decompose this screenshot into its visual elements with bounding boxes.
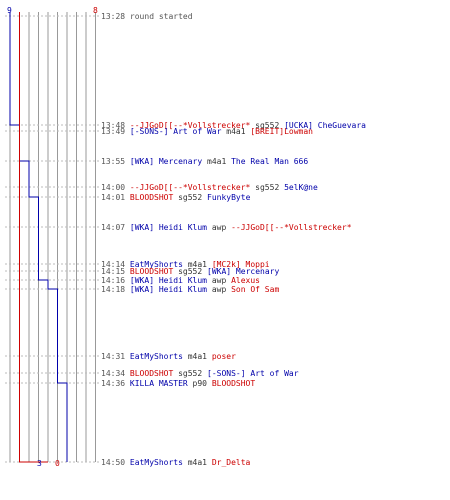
weapon-name: p90 bbox=[192, 379, 207, 388]
event-row: 14:01 BLOODSHOT sg552 FunkyByte bbox=[101, 193, 250, 202]
event-time: 14:50 bbox=[101, 458, 126, 467]
event-time: 13:55 bbox=[101, 157, 126, 166]
event-time: 14:00 bbox=[101, 183, 126, 192]
killer-name: BLOODSHOT bbox=[129, 369, 174, 378]
event-row: 13:48 --JJGoD[[--*Vollstrecker* sg552 [U… bbox=[101, 121, 366, 130]
blue-start-count: 9 bbox=[7, 6, 12, 15]
kill-timeline-chart: 9 8 3 0 bbox=[5, 6, 100, 468]
killer-name: BLOODSHOT bbox=[129, 193, 174, 202]
event-time: 13:28 bbox=[101, 12, 126, 21]
weapon-name: m4a1 bbox=[187, 260, 207, 269]
victim-name: [UCKA] CheGuevara bbox=[284, 121, 366, 130]
event-row: 13:49 [-SONS-] Art of War m4a1 [BREIT]Lo… bbox=[101, 127, 313, 136]
weapon-name: m4a1 bbox=[226, 127, 246, 136]
event-time: 14:34 bbox=[101, 369, 126, 378]
red-start-count: 8 bbox=[93, 6, 98, 15]
event-row: 13:55 [WKA] Mercenary m4a1 The Real Man … bbox=[101, 157, 308, 166]
event-time: 14:07 bbox=[101, 223, 126, 232]
victim-name: The Real Man 666 bbox=[231, 157, 309, 166]
event-row: 14:15 BLOODSHOT sg552 [WKA] Mercenary bbox=[101, 267, 279, 276]
weapon-name: sg552 bbox=[178, 369, 203, 378]
timeline-grid bbox=[9, 12, 96, 462]
weapon-name: sg552 bbox=[178, 193, 203, 202]
event-time: 14:16 bbox=[101, 276, 126, 285]
weapon-name: awp bbox=[211, 223, 227, 232]
event-time: 13:48 bbox=[101, 121, 126, 130]
killer-name: EatMyShorts bbox=[129, 260, 183, 269]
killer-name: BLOODSHOT bbox=[129, 267, 174, 276]
event-row: 14:36 KILLA MASTER p90 BLOODSHOT bbox=[101, 379, 255, 388]
killer-name: --JJGoD[[--*Vollstrecker* bbox=[129, 121, 251, 130]
weapon-name: sg552 bbox=[255, 183, 280, 192]
victim-name: poser bbox=[211, 352, 236, 361]
victim-name: 5elK@ne bbox=[284, 183, 318, 192]
event-time: 14:15 bbox=[101, 267, 126, 276]
event-time: 14:18 bbox=[101, 285, 126, 294]
killer-name: [WKA] Mercenary bbox=[129, 157, 203, 166]
red-end-count: 0 bbox=[55, 459, 60, 468]
event-time: 14:14 bbox=[101, 260, 126, 269]
weapon-name: m4a1 bbox=[207, 157, 227, 166]
victim-name: [-SONS-] Art of War bbox=[207, 369, 299, 378]
weapon-name: sg552 bbox=[255, 121, 280, 130]
event-row: 14:14 EatMyShorts m4a1 [MC2k] Moppi bbox=[101, 260, 270, 269]
killer-name: [WKA] Heidi Klum bbox=[129, 285, 207, 294]
event-row: 14:50 EatMyShorts m4a1 Dr_Delta bbox=[101, 458, 250, 467]
event-row: 14:18 [WKA] Heidi Klum awp Son Of Sam bbox=[101, 285, 279, 294]
victim-name: Dr_Delta bbox=[211, 458, 251, 467]
weapon-name: m4a1 bbox=[187, 352, 207, 361]
event-row: 14:31 EatMyShorts m4a1 poser bbox=[101, 352, 236, 361]
event-row: 13:28 round started bbox=[101, 12, 193, 21]
weapon-name: awp bbox=[211, 285, 227, 294]
event-time: 14:36 bbox=[101, 379, 126, 388]
victim-name: BLOODSHOT bbox=[211, 379, 256, 388]
killer-name: --JJGoD[[--*Vollstrecker* bbox=[129, 183, 251, 192]
weapon-name: awp bbox=[211, 276, 227, 285]
killer-name: EatMyShorts bbox=[129, 352, 183, 361]
event-row: 14:00 --JJGoD[[--*Vollstrecker* sg552 5e… bbox=[101, 183, 318, 192]
event-message: round started bbox=[129, 12, 193, 21]
weapon-name: sg552 bbox=[178, 267, 203, 276]
event-time: 14:01 bbox=[101, 193, 126, 202]
event-log: 13:28 round started 13:48 --JJGoD[[--*Vol… bbox=[101, 0, 450, 500]
victim-name: Alexus bbox=[231, 276, 260, 285]
event-row: 14:07 [WKA] Heidi Klum awp --JJGoD[[--*V… bbox=[101, 223, 352, 232]
blue-end-count: 3 bbox=[37, 459, 42, 468]
event-time: 14:31 bbox=[101, 352, 126, 361]
killer-name: [WKA] Heidi Klum bbox=[129, 276, 207, 285]
killer-name: [WKA] Heidi Klum bbox=[129, 223, 207, 232]
event-row: 14:34 BLOODSHOT sg552 [-SONS-] Art of Wa… bbox=[101, 369, 299, 378]
victim-name: --JJGoD[[--*Vollstrecker* bbox=[231, 223, 352, 232]
killer-name: EatMyShorts bbox=[129, 458, 183, 467]
victim-name: FunkyByte bbox=[207, 193, 251, 202]
event-time: 13:49 bbox=[101, 127, 126, 136]
weapon-name: m4a1 bbox=[187, 458, 207, 467]
red-team-alive-line bbox=[19, 12, 48, 463]
event-row: 14:16 [WKA] Heidi Klum awp Alexus bbox=[101, 276, 260, 285]
victim-name: [MC2k] Moppi bbox=[211, 260, 270, 269]
victim-name: [BREIT]Lowman bbox=[250, 127, 313, 136]
victim-name: Son Of Sam bbox=[231, 285, 280, 294]
killer-name: [-SONS-] Art of War bbox=[129, 127, 222, 136]
victim-name: [WKA] Mercenary bbox=[207, 267, 280, 276]
killer-name: KILLA MASTER bbox=[129, 379, 188, 388]
